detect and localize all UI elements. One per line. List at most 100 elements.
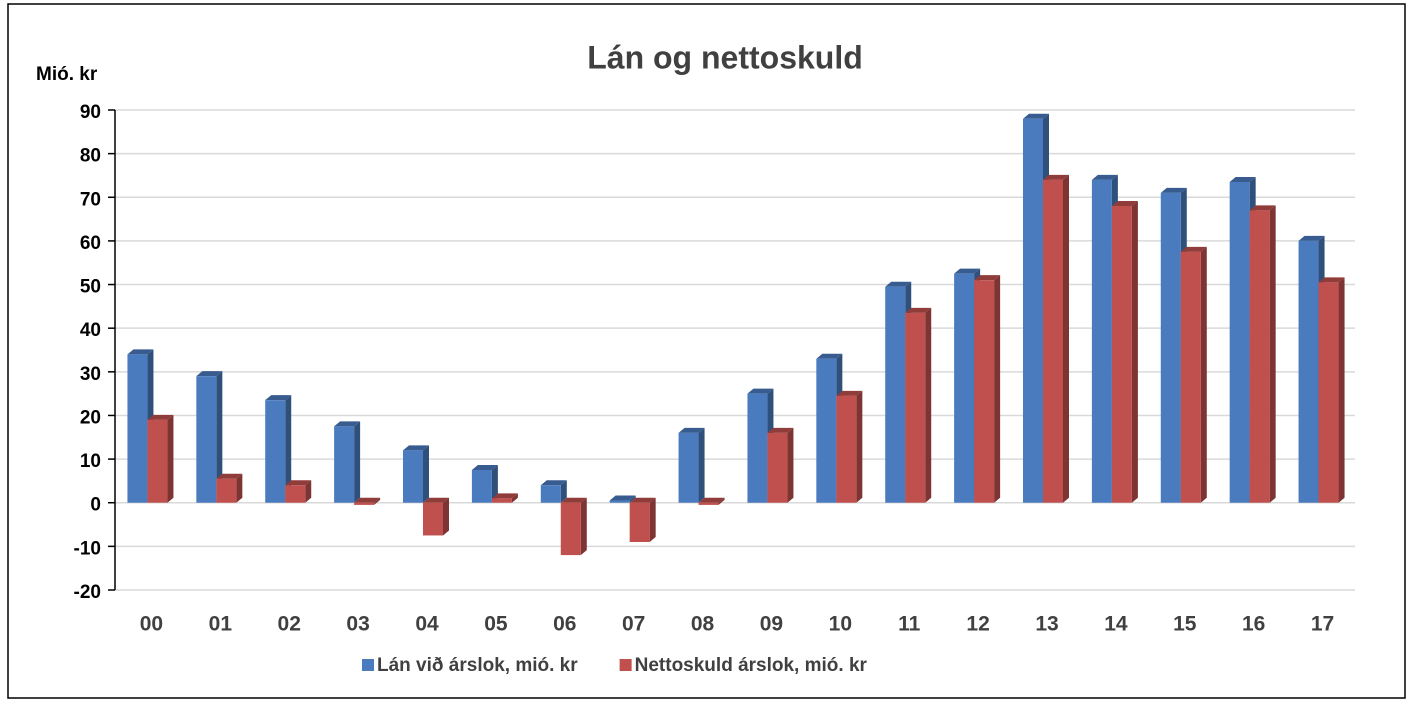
bar xyxy=(216,473,243,503)
bar-side xyxy=(994,275,1001,503)
bar-top xyxy=(1298,235,1325,241)
bar-side xyxy=(925,307,932,503)
bar-top xyxy=(1229,177,1256,182)
bar-side xyxy=(560,480,567,503)
bar-top xyxy=(471,465,498,470)
bar-front xyxy=(1091,179,1112,503)
bar-top xyxy=(540,480,567,486)
bar-side xyxy=(718,497,725,505)
bar-top xyxy=(491,493,518,499)
bar xyxy=(265,395,292,503)
bar-side xyxy=(216,371,223,503)
bar-front xyxy=(974,280,995,503)
bar-top xyxy=(560,497,587,503)
bar-side xyxy=(649,497,656,542)
bar-side xyxy=(305,480,312,503)
bar-side xyxy=(1338,277,1345,503)
bar-front xyxy=(1318,282,1339,503)
bar-front xyxy=(403,450,423,503)
bar-side xyxy=(580,497,587,556)
bar-side xyxy=(629,495,636,503)
bar-top xyxy=(698,497,725,503)
bar-side xyxy=(167,414,174,503)
bar-front xyxy=(629,502,650,542)
y-tick-label: 90 xyxy=(80,102,101,123)
bar-side xyxy=(856,390,863,503)
bar-front xyxy=(698,502,719,505)
y-tick-label: -20 xyxy=(74,582,101,603)
x-tick-label: 17 xyxy=(1311,613,1334,636)
bar-front xyxy=(265,400,286,503)
bar-side xyxy=(698,427,705,503)
bar-side xyxy=(443,497,449,536)
bar-front xyxy=(127,354,148,503)
y-tick-label: 80 xyxy=(80,146,101,167)
bar-top xyxy=(905,307,932,313)
bar xyxy=(334,421,361,503)
bar-top xyxy=(678,427,705,433)
bar-top xyxy=(265,395,292,401)
bar-side xyxy=(374,497,381,505)
bar xyxy=(491,493,518,503)
bar-front xyxy=(816,358,837,503)
x-tick-label: 15 xyxy=(1173,613,1197,636)
bar-side xyxy=(787,427,794,503)
x-tick-label: 07 xyxy=(622,613,645,636)
bar-front xyxy=(196,376,217,503)
bar-front xyxy=(1249,210,1270,503)
x-tick-label: 02 xyxy=(278,613,301,636)
bar-front xyxy=(423,502,443,536)
x-tick-label: 05 xyxy=(484,613,508,636)
bar-top xyxy=(1160,187,1187,193)
bar-side xyxy=(491,465,498,503)
bar-top xyxy=(1249,205,1276,211)
bar-front xyxy=(540,485,561,503)
bar-front xyxy=(954,273,975,503)
y-tick-label: 50 xyxy=(80,277,101,298)
bar-top xyxy=(836,390,863,396)
bar-front xyxy=(285,485,306,503)
y-tick-label: -10 xyxy=(74,538,101,559)
bar-side xyxy=(236,473,243,503)
bar-top xyxy=(127,349,154,355)
bar-front xyxy=(1298,240,1319,503)
bar-front xyxy=(767,432,788,503)
bar xyxy=(905,307,932,503)
bar-front xyxy=(334,426,355,503)
x-tick-label: 14 xyxy=(1104,613,1128,636)
bar-front xyxy=(885,286,906,503)
y-tick-label: 30 xyxy=(80,364,101,385)
bar xyxy=(471,465,498,503)
bar-top xyxy=(216,473,243,479)
y-axis-label: Mió. kr xyxy=(36,64,98,85)
bar-top xyxy=(354,497,381,503)
bar xyxy=(560,497,587,556)
bar-side xyxy=(423,445,429,503)
x-tick-label: 00 xyxy=(140,613,163,636)
bar-top xyxy=(767,427,794,433)
bar-top xyxy=(1180,246,1207,252)
bar xyxy=(698,497,725,505)
bar-top xyxy=(816,353,843,359)
y-tick-label: 20 xyxy=(80,407,101,428)
bar xyxy=(678,427,705,503)
bar xyxy=(196,371,223,503)
bar xyxy=(1249,205,1276,503)
bar-side xyxy=(511,493,518,503)
bar xyxy=(767,427,794,503)
bar-front xyxy=(1111,206,1132,503)
bar-front xyxy=(1023,118,1043,503)
bar xyxy=(403,445,429,503)
bar-top xyxy=(1043,174,1069,180)
bar-front xyxy=(1160,192,1181,503)
bar-front xyxy=(609,500,630,503)
bar-top xyxy=(403,445,429,451)
bar-front xyxy=(471,470,492,503)
bar-top xyxy=(609,495,636,501)
bar-top xyxy=(1111,201,1138,206)
x-tick-label: 06 xyxy=(553,613,576,636)
bar-front xyxy=(905,312,926,503)
bar-top xyxy=(974,275,1001,281)
x-tick-label: 11 xyxy=(898,613,921,636)
legend-swatch xyxy=(362,659,374,671)
